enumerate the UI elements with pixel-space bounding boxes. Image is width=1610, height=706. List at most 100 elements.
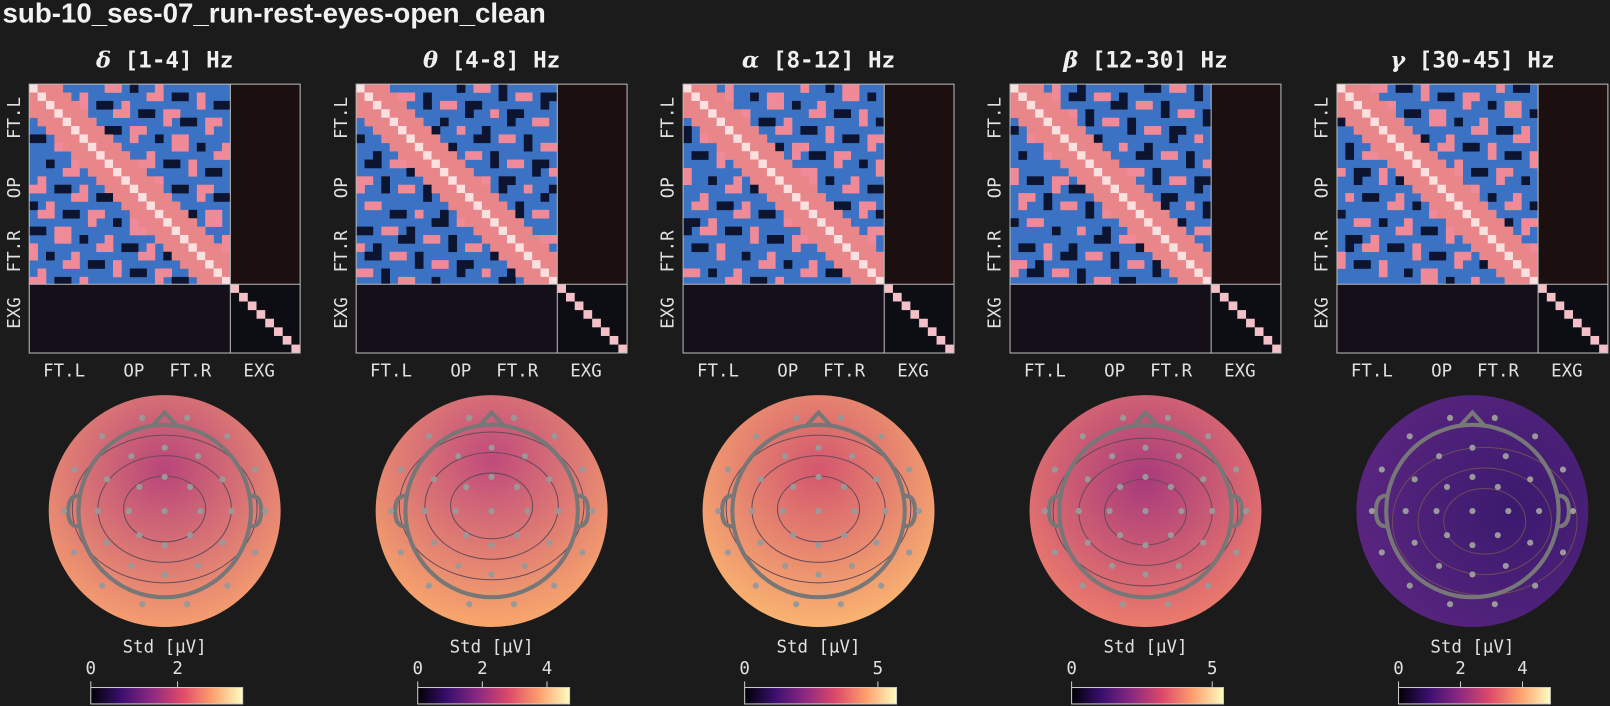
electrode: [183, 601, 191, 608]
colorbar-tick-label: 4: [1517, 659, 1528, 679]
row-label: FT.L: [986, 97, 1006, 139]
electrode: [1505, 507, 1512, 515]
electrode: [551, 433, 558, 440]
row-label: FT.R: [5, 230, 25, 272]
electrode: [513, 532, 521, 539]
electrode: [1075, 507, 1082, 515]
electrode: [1164, 601, 1171, 608]
electrode: [815, 571, 822, 578]
electrode: [1435, 453, 1443, 460]
electrode: [1041, 507, 1048, 515]
electrode: [1167, 483, 1174, 490]
nose: [150, 409, 179, 428]
ear: [66, 493, 79, 529]
electrode: [252, 466, 259, 473]
electrode: [161, 542, 168, 549]
col-label: FT.L: [1024, 362, 1066, 382]
electrode: [1569, 507, 1577, 515]
electrode: [103, 476, 110, 483]
col-label: FT.L: [370, 362, 412, 382]
electrode: [851, 507, 858, 515]
electrode: [1469, 571, 1476, 578]
electrode: [1406, 433, 1413, 440]
electrode: [724, 549, 732, 556]
row-label: FT.L: [659, 97, 679, 139]
electrode: [161, 571, 168, 578]
ear: [1373, 493, 1387, 529]
colorbar-tick-label: 0: [1066, 659, 1077, 679]
electrode: [1494, 532, 1501, 539]
correlation-matrix: [1336, 83, 1609, 354]
electrode: [61, 507, 68, 515]
electrode: [139, 414, 146, 421]
panel-title: δ [1-4] Hz: [95, 48, 233, 74]
electrode: [452, 507, 459, 515]
electrode: [1406, 582, 1413, 589]
col-label: FT.R: [1150, 362, 1192, 382]
electrode: [1142, 473, 1149, 480]
electrode: [161, 473, 168, 480]
electrode: [714, 507, 722, 515]
electrode: [1084, 539, 1091, 546]
electrode: [1532, 582, 1539, 589]
electrode: [1178, 507, 1185, 515]
electrode: [194, 562, 202, 569]
electrode: [815, 542, 822, 549]
exg-block: [1010, 284, 1212, 353]
electrode: [916, 507, 923, 515]
electrode: [748, 507, 755, 515]
colorbar: [1071, 687, 1224, 705]
electrode: [551, 582, 558, 589]
row-label: FT.L: [5, 97, 25, 139]
electrode: [1142, 542, 1149, 549]
panel: δ [1-4] Hz FT.L OP FT.R EXG FT.L OP FT.R EXG Std …: [5, 48, 301, 705]
electrode: [466, 601, 473, 608]
electrode: [793, 414, 800, 421]
band-range: [4-8] Hz: [452, 48, 561, 74]
row-label: EXG: [5, 297, 25, 329]
electrode: [1378, 466, 1385, 473]
electrode: [186, 483, 194, 490]
row-label: OP: [1313, 177, 1333, 198]
electrode: [589, 507, 596, 515]
electrode: [455, 453, 462, 460]
electrode: [815, 473, 822, 480]
electrode: [1120, 601, 1127, 608]
row-label: FT.R: [332, 230, 352, 272]
electrode: [752, 582, 759, 589]
col-label: EXG: [570, 362, 601, 382]
colorbar: [417, 687, 571, 705]
panel-title: β [12-30] Hz: [1062, 48, 1227, 74]
electrode: [815, 444, 822, 451]
col-label: OP: [777, 362, 798, 382]
electrode: [224, 433, 231, 440]
electrode: [1446, 601, 1454, 608]
nose: [1458, 409, 1487, 428]
electrode: [128, 453, 135, 460]
exg-block: [29, 284, 231, 353]
electrode: [1411, 539, 1418, 546]
electrode: [524, 507, 531, 515]
electrode: [555, 507, 562, 515]
exg-block: [884, 84, 954, 285]
colorbar-tick-label: 5: [1207, 659, 1218, 679]
electrode: [103, 539, 110, 546]
electrode: [70, 549, 78, 556]
row-label: OP: [659, 177, 679, 198]
electrode: [1142, 444, 1149, 451]
electrode: [790, 532, 797, 539]
band-symbol: θ: [423, 48, 438, 74]
ear: [577, 493, 591, 529]
band-range: [8-12] Hz: [773, 48, 895, 74]
correlation-matrix: [682, 83, 955, 354]
electrode: [1084, 476, 1091, 483]
band-symbol: β: [1062, 48, 1078, 74]
col-label: OP: [1104, 362, 1125, 382]
electrode: [837, 414, 845, 421]
correlation-matrix: [28, 83, 301, 354]
electrode: [463, 483, 470, 490]
col-label: EXG: [1224, 362, 1256, 382]
electrode: [219, 476, 226, 483]
row-label: FT.R: [986, 230, 1006, 272]
